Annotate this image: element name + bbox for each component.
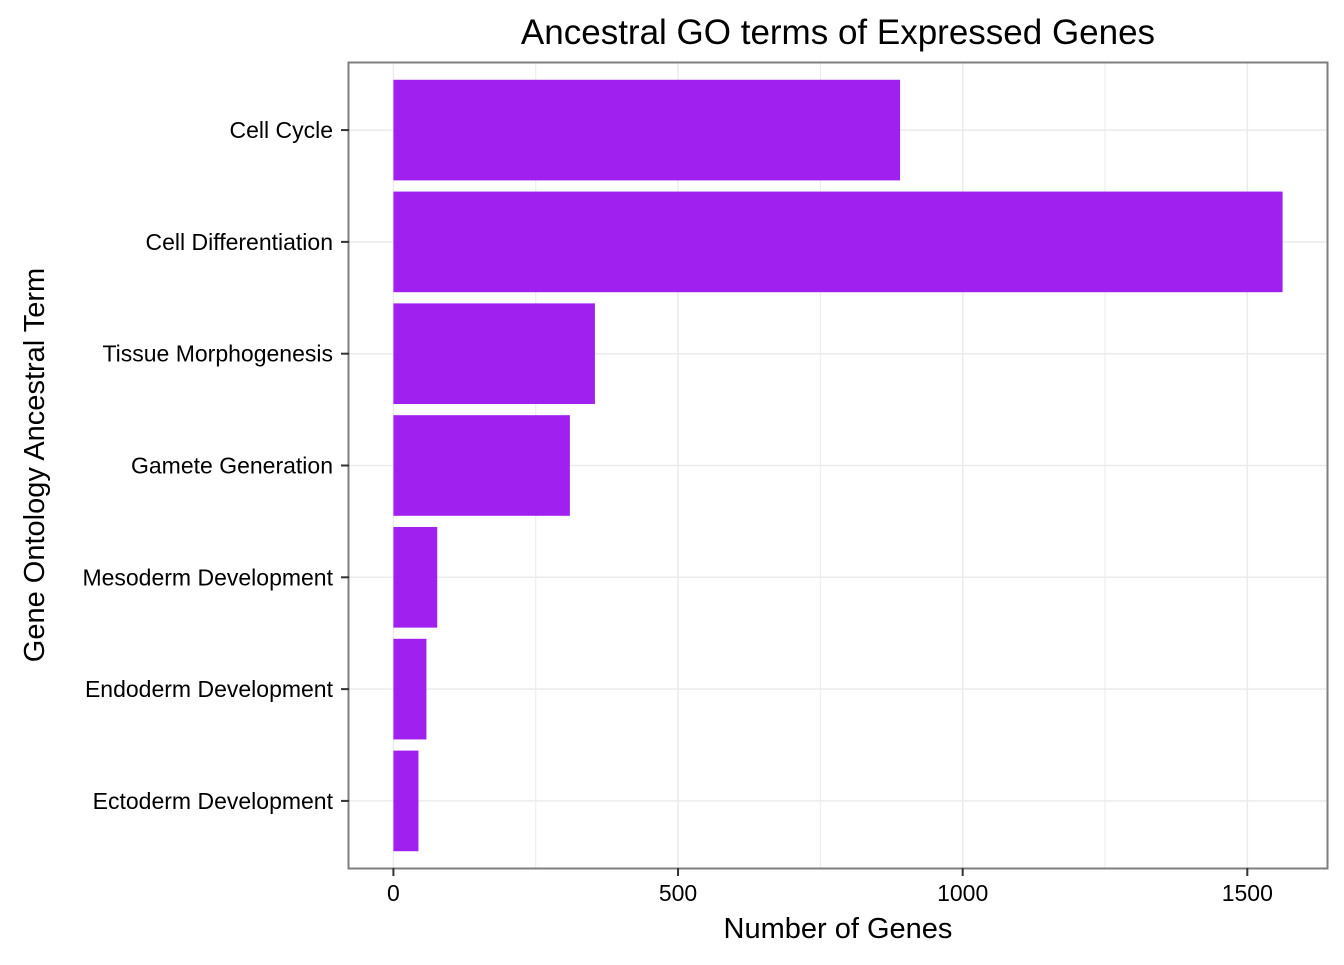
x-tick-label: 500 — [659, 880, 697, 906]
y-tick-label: Tissue Morphogenesis — [102, 341, 333, 367]
x-axis: 0 500 1000 1500 — [387, 868, 1273, 906]
y-tick-label: Cell Cycle — [229, 117, 333, 143]
y-tick-label: Cell Differentiation — [145, 229, 333, 255]
x-tick-label: 0 — [387, 880, 400, 906]
bar — [393, 750, 419, 852]
y-tick-label: Gamete Generation — [131, 453, 333, 479]
y-axis-title: Gene Ontology Ancestral Term — [19, 268, 51, 662]
bar — [393, 79, 901, 181]
bar — [393, 191, 1283, 293]
bar — [393, 638, 427, 740]
bar — [393, 415, 570, 516]
x-tick-label: 1500 — [1222, 880, 1273, 906]
chart-title: Ancestral GO terms of Expressed Genes — [521, 13, 1155, 52]
bar — [393, 303, 595, 405]
x-tick-label: 1000 — [937, 880, 988, 906]
bars — [393, 79, 1283, 852]
bar — [393, 526, 438, 628]
y-tick-label: Endoderm Development — [85, 676, 334, 702]
y-tick-label: Ectoderm Development — [93, 788, 334, 814]
y-axis: Cell Cycle Cell Differentiation Tissue Mor… — [82, 117, 349, 814]
x-axis-title: Number of Genes — [724, 913, 953, 945]
y-tick-label: Mesoderm Development — [82, 564, 333, 590]
